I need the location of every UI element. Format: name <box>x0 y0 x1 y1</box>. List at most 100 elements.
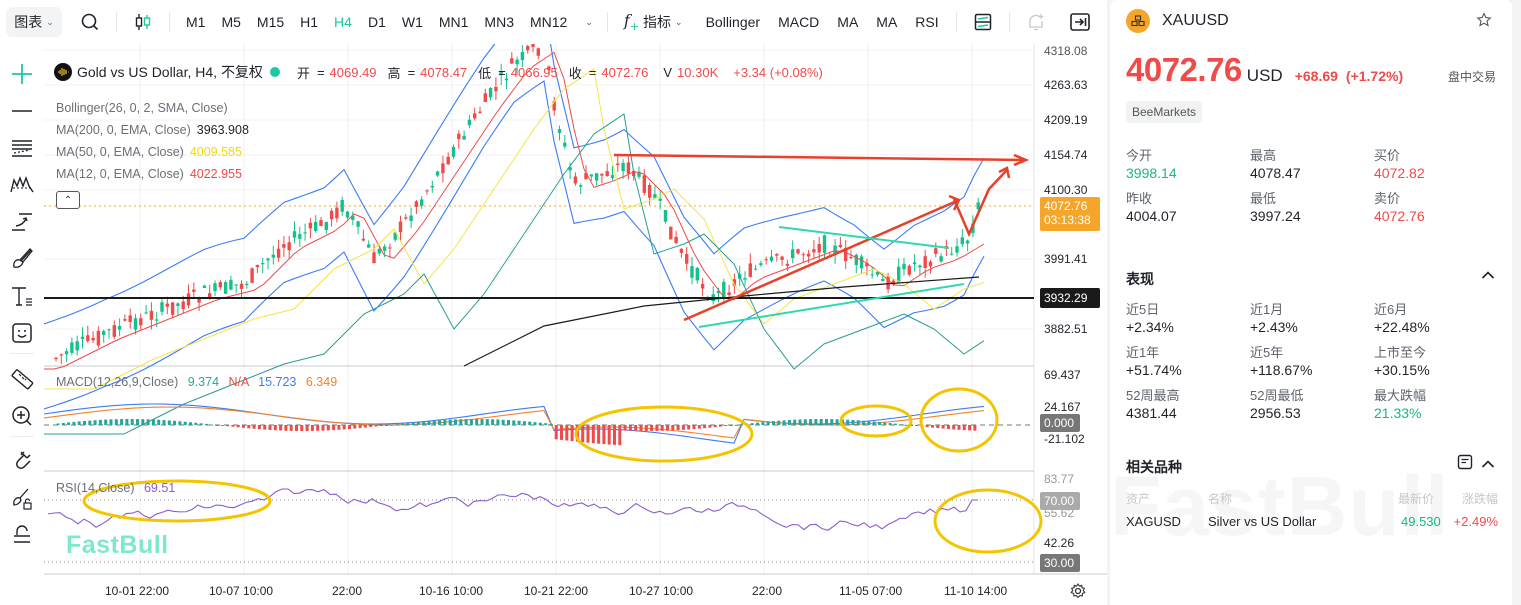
timeframe-more-chevron-icon[interactable]: ⌄ <box>585 16 593 27</box>
ma200-legend[interactable]: MA(200, 0, EMA, Close) 3963.908 <box>56 123 249 137</box>
perf-label: 近5日 <box>1126 302 1160 317</box>
macd-hist-value: 9.374 <box>187 375 220 389</box>
price-axis-label: 4263.63 <box>1044 78 1088 92</box>
indicators-button[interactable]: f+ 指标 ⌄ <box>616 11 691 33</box>
quote-bid: 买价 4072.82 <box>1374 148 1496 183</box>
timeframe-m5[interactable]: M5 <box>221 14 241 30</box>
zoom-in-tool[interactable] <box>6 400 38 432</box>
lock-tool[interactable] <box>6 520 38 552</box>
parallel-channel-icon <box>12 140 32 157</box>
perf-value: +22.48% <box>1374 319 1430 335</box>
time-axis-label: 10-01 22:00 <box>105 584 170 598</box>
chevron-up-icon <box>1481 460 1495 468</box>
timeframe-h4[interactable]: H4 <box>334 14 352 30</box>
indicator-ma[interactable]: MA <box>837 14 859 30</box>
perf-label: 最大跌幅 <box>1374 388 1427 403</box>
perf-value: +51.74% <box>1126 362 1182 378</box>
timeframe-m1[interactable]: M1 <box>186 14 206 30</box>
ma12-value: 4022.955 <box>189 167 242 181</box>
related-collapse-button[interactable] <box>1481 456 1495 474</box>
quote-prev-close: 昨收 4004.07 <box>1126 191 1250 226</box>
symbol-detail-panel: FastBull XAUUSD 4072.76 USD +68.69 (+1.7… <box>1110 0 1512 605</box>
quote-low: 最低 3997.24 <box>1250 191 1374 226</box>
perf-value: +2.34% <box>1126 319 1174 335</box>
emoji-tool[interactable] <box>6 317 38 349</box>
symbol-name: XAUUSD <box>1162 12 1229 29</box>
collapse-legend-button[interactable]: ⌃ <box>56 191 80 209</box>
chart-settings-button[interactable] <box>1070 582 1086 604</box>
time-axis-label: 10-27 10:00 <box>629 584 694 598</box>
timeframe-mn3[interactable]: MN3 <box>484 14 514 30</box>
panel-scrollbar[interactable] <box>1512 0 1521 605</box>
layout-button[interactable] <box>965 7 1001 37</box>
ma12-legend[interactable]: MA(12, 0, EMA, Close) 4022.955 <box>56 167 242 181</box>
quote-value: 3997.24 <box>1250 208 1301 224</box>
perf-value: +30.15% <box>1374 362 1430 378</box>
fastbull-watermark: FastBull <box>66 531 169 559</box>
bollinger-legend[interactable]: Bollinger(26, 0, 2, SMA, Close) <box>56 101 228 115</box>
related-name: Silver vs US Dollar <box>1208 514 1317 529</box>
timeframe-h1[interactable]: H1 <box>300 14 319 30</box>
price-axis-label: 4100.30 <box>1044 183 1088 197</box>
quote-label: 卖价 <box>1374 191 1401 206</box>
close-value: 4072.76 <box>601 64 649 80</box>
indicator-bollinger[interactable]: Bollinger <box>705 14 761 30</box>
chart-area[interactable]: Gold vs US Dollar, H4, 不复权 开 = 4069.49 高 = 4… <box>44 44 1107 605</box>
lock-drawings-tool[interactable] <box>6 483 38 515</box>
indicator-ma-2[interactable]: MA <box>876 14 898 30</box>
divider <box>955 12 957 32</box>
brush-lock-icon <box>13 488 32 510</box>
pattern-tool[interactable] <box>6 169 38 201</box>
related-change: +2.49% <box>1453 514 1498 529</box>
broker-badge[interactable]: BeeMarkets <box>1126 101 1203 123</box>
timeframe-d1[interactable]: D1 <box>367 14 386 30</box>
perf-label: 近1月 <box>1250 302 1284 317</box>
indicator-macd[interactable]: MACD <box>778 14 820 30</box>
related-list-button[interactable] <box>1457 454 1473 475</box>
toggle-panel-button[interactable] <box>1062 7 1098 37</box>
alert-button[interactable] <box>1018 7 1054 37</box>
ma50-value: 4009.585 <box>189 145 242 159</box>
search-button[interactable] <box>72 7 108 37</box>
quote-label: 最高 <box>1250 148 1277 163</box>
price-chart-canvas[interactable] <box>44 44 1107 605</box>
perf-1m: 近1月 +2.43% <box>1250 302 1374 337</box>
macd-label: MACD(12,26,9,Close) <box>56 375 179 389</box>
price-axis-label: 4209.19 <box>1044 113 1088 127</box>
favorite-button[interactable] <box>1476 12 1492 33</box>
ma50-legend[interactable]: MA(50, 0, EMA, Close) 4009.585 <box>56 145 242 159</box>
price-axis-label: 3882.51 <box>1044 322 1088 336</box>
rsi-axis-label: 42.26 <box>1044 536 1075 550</box>
ruler-tool[interactable] <box>6 363 38 395</box>
magnet-tool[interactable] <box>6 446 38 478</box>
performance-collapse-button[interactable] <box>1481 267 1495 285</box>
related-asset: XAGUSD <box>1126 514 1181 529</box>
horizontal-line-tool[interactable] <box>6 95 38 127</box>
performance-title: 表现 <box>1126 271 1154 287</box>
text-tool[interactable] <box>6 280 38 312</box>
crosshair-tool[interactable] <box>6 58 38 90</box>
timeframe-mn1[interactable]: MN1 <box>438 14 469 30</box>
drawing-toolbar <box>0 44 44 605</box>
chart-menu-button[interactable]: 图表 ⌄ <box>6 7 62 37</box>
perf-value: +118.67% <box>1250 362 1313 378</box>
rsi-legend[interactable]: RSI(14,Close) 69.51 <box>56 481 175 495</box>
timeframe-mn12[interactable]: MN12 <box>529 14 568 30</box>
perf-label: 52周最低 <box>1250 388 1304 403</box>
gold-symbol-icon <box>54 63 72 81</box>
col-last: 最新价 <box>1398 492 1435 506</box>
indicator-rsi[interactable]: RSI <box>915 14 939 30</box>
document-icon <box>1457 454 1473 470</box>
projection-icon <box>12 213 32 231</box>
time-axis-label: 11-05 07:00 <box>839 584 903 598</box>
chart-type-button[interactable] <box>125 7 161 37</box>
quote-label: 最低 <box>1250 191 1277 206</box>
divider <box>116 12 117 32</box>
projection-tool[interactable] <box>6 206 38 238</box>
perf-label: 近5年 <box>1250 345 1284 360</box>
brush-tool[interactable] <box>6 243 38 275</box>
timeframe-m15[interactable]: M15 <box>256 14 285 30</box>
parallel-channel-tool[interactable] <box>6 132 38 164</box>
timeframe-w1[interactable]: W1 <box>401 14 423 30</box>
macd-legend[interactable]: MACD(12,26,9,Close) 9.374 N/A 15.723 6.3… <box>56 375 337 389</box>
